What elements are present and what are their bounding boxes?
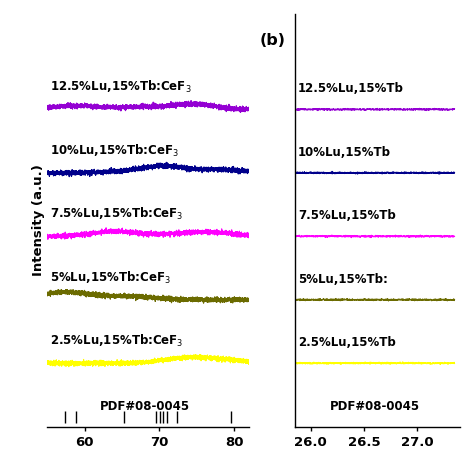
Text: 12.5%Lu,15%Tb: 12.5%Lu,15%Tb (298, 82, 404, 95)
Text: 12.5%Lu,15%Tb:CeF$_3$: 12.5%Lu,15%Tb:CeF$_3$ (50, 79, 191, 95)
Text: 10%Lu,15%Tb:CeF$_3$: 10%Lu,15%Tb:CeF$_3$ (50, 143, 179, 159)
Text: 10%Lu,15%Tb: 10%Lu,15%Tb (298, 146, 391, 159)
Text: 2.5%Lu,15%Tb:CeF$_3$: 2.5%Lu,15%Tb:CeF$_3$ (50, 333, 183, 349)
Text: 5%Lu,15%Tb:CeF$_3$: 5%Lu,15%Tb:CeF$_3$ (50, 270, 171, 286)
Text: 7.5%Lu,15%Tb: 7.5%Lu,15%Tb (298, 210, 396, 222)
Text: PDF#08-0045: PDF#08-0045 (100, 400, 190, 413)
Text: 2.5%Lu,15%Tb: 2.5%Lu,15%Tb (298, 336, 396, 349)
Text: (b): (b) (260, 33, 285, 48)
Text: 7.5%Lu,15%Tb:CeF$_3$: 7.5%Lu,15%Tb:CeF$_3$ (50, 206, 183, 222)
Text: 5%Lu,15%Tb:: 5%Lu,15%Tb: (298, 273, 388, 286)
Y-axis label: Intensity (a.u.): Intensity (a.u.) (32, 164, 45, 276)
Text: PDF#08-0045: PDF#08-0045 (329, 400, 419, 413)
